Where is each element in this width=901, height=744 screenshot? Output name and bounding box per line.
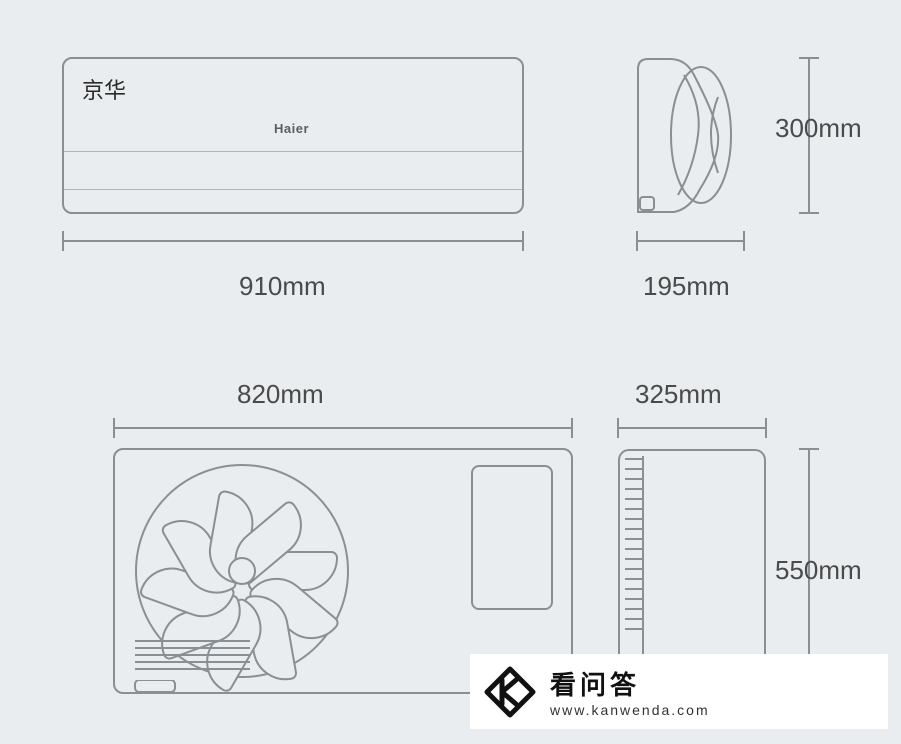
compressor-panel — [471, 465, 553, 610]
outdoor-width-dim-line — [113, 427, 573, 429]
watermark-url: www.kanwenda.com — [550, 702, 710, 718]
watermark-box: 看问答 www.kanwenda.com — [470, 654, 888, 729]
outdoor-depth-label: 325mm — [635, 379, 722, 410]
indoor-width-label: 910mm — [239, 271, 326, 302]
watermark-brand-cn: 看问答 — [550, 665, 710, 702]
indoor-height-label: 300mm — [775, 113, 862, 144]
brand-label: Haier — [274, 121, 309, 136]
indoor-depth-label: 195mm — [643, 271, 730, 302]
corner-label: 京华 — [82, 73, 126, 105]
panel-crease-line — [64, 151, 522, 152]
outdoor-depth-dim-line — [617, 427, 767, 429]
outdoor-width-label: 820mm — [237, 379, 324, 410]
indoor-unit-front: 京华 Haier — [62, 57, 524, 214]
fan-hub-circle — [228, 557, 256, 585]
outdoor-height-label: 550mm — [775, 555, 862, 586]
air-grille — [135, 640, 451, 680]
indoor-unit-side — [636, 57, 745, 214]
watermark-k-logo-icon — [484, 666, 536, 718]
side-grille — [625, 458, 643, 638]
indoor-depth-dim-line — [636, 240, 745, 242]
indoor-width-dim-line — [62, 240, 524, 242]
flap-line — [64, 189, 522, 190]
